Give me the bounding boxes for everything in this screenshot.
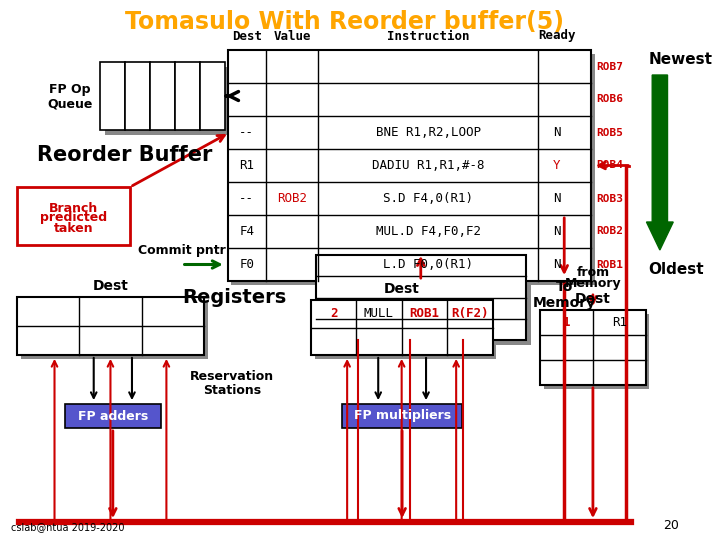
Text: ROB7: ROB7 — [597, 62, 624, 71]
Bar — [343, 404, 462, 428]
Text: Reorder Buffer: Reorder Buffer — [37, 145, 212, 165]
Text: L.D F0,0(R1): L.D F0,0(R1) — [384, 258, 474, 271]
Bar — [315, 255, 526, 340]
Text: 2: 2 — [330, 307, 337, 320]
Text: ROB2: ROB2 — [597, 226, 624, 237]
Text: Value: Value — [274, 30, 311, 43]
Text: Registers: Registers — [182, 288, 287, 307]
Text: BNE R1,R2,LOOP: BNE R1,R2,LOOP — [376, 126, 481, 139]
Text: ROB6: ROB6 — [597, 94, 624, 105]
Text: FP multipliers: FP multipliers — [354, 409, 451, 422]
Bar — [228, 50, 591, 281]
Text: from: from — [576, 266, 610, 279]
Bar — [175, 62, 200, 130]
Text: N: N — [553, 225, 560, 238]
Text: MUL.D F4,F0,F2: MUL.D F4,F0,F2 — [376, 225, 481, 238]
Text: Dest: Dest — [384, 282, 420, 296]
Text: N: N — [553, 258, 560, 271]
Text: --: -- — [239, 192, 254, 205]
Text: ROB4: ROB4 — [597, 160, 624, 171]
Text: 1: 1 — [563, 316, 570, 329]
Text: Instruction: Instruction — [387, 30, 469, 43]
Text: N: N — [553, 192, 560, 205]
Text: FP Op: FP Op — [49, 84, 91, 97]
Bar — [125, 62, 150, 130]
Bar — [231, 54, 595, 285]
Bar — [540, 310, 646, 385]
Text: --: -- — [239, 126, 254, 139]
Text: Ready: Ready — [538, 30, 575, 43]
Text: Reservation: Reservation — [190, 370, 274, 383]
Text: R(F2): R(F2) — [451, 307, 489, 320]
Bar — [150, 62, 175, 130]
Text: F0: F0 — [239, 258, 254, 271]
Text: Oldest: Oldest — [649, 262, 704, 278]
Bar — [105, 67, 230, 135]
Text: Memory: Memory — [564, 278, 621, 291]
Bar — [311, 300, 492, 355]
Text: cslab@ntua 2019-2020: cslab@ntua 2019-2020 — [12, 522, 125, 532]
Text: Y: Y — [553, 159, 560, 172]
Text: R1: R1 — [612, 316, 626, 329]
Text: R1: R1 — [239, 159, 254, 172]
Text: N: N — [553, 126, 560, 139]
Text: 20: 20 — [663, 519, 679, 532]
Text: Newest: Newest — [649, 52, 712, 68]
Bar — [200, 62, 225, 130]
Text: taken: taken — [54, 222, 94, 235]
Bar — [17, 297, 204, 355]
Bar — [320, 260, 531, 345]
Text: Queue: Queue — [47, 98, 92, 111]
Text: Dest: Dest — [92, 279, 128, 293]
Bar — [100, 62, 125, 130]
Text: MULL: MULL — [364, 307, 394, 320]
Text: To
Memory: To Memory — [533, 280, 595, 310]
Bar — [315, 304, 496, 359]
Text: predicted: predicted — [40, 212, 107, 225]
Text: Dest: Dest — [232, 30, 262, 43]
Bar — [21, 301, 207, 359]
Text: Dest: Dest — [575, 292, 611, 306]
Text: ROB2: ROB2 — [277, 192, 307, 205]
Text: Branch: Branch — [49, 201, 98, 214]
Bar — [17, 187, 130, 245]
Text: F4: F4 — [239, 225, 254, 238]
Text: Tomasulo With Reorder buffer(5): Tomasulo With Reorder buffer(5) — [125, 10, 564, 34]
Text: ROB1: ROB1 — [597, 260, 624, 269]
Bar — [65, 404, 161, 428]
Text: Stations: Stations — [203, 384, 261, 397]
Bar — [544, 314, 649, 389]
Text: S.D F4,0(R1): S.D F4,0(R1) — [384, 192, 474, 205]
Text: DADIU R1,R1,#-8: DADIU R1,R1,#-8 — [372, 159, 485, 172]
Text: FP adders: FP adders — [78, 409, 148, 422]
Text: ROB1: ROB1 — [410, 307, 439, 320]
Text: ROB5: ROB5 — [597, 127, 624, 138]
FancyArrow shape — [647, 75, 673, 250]
Text: ROB3: ROB3 — [597, 193, 624, 204]
Text: Commit pntr: Commit pntr — [138, 244, 225, 257]
